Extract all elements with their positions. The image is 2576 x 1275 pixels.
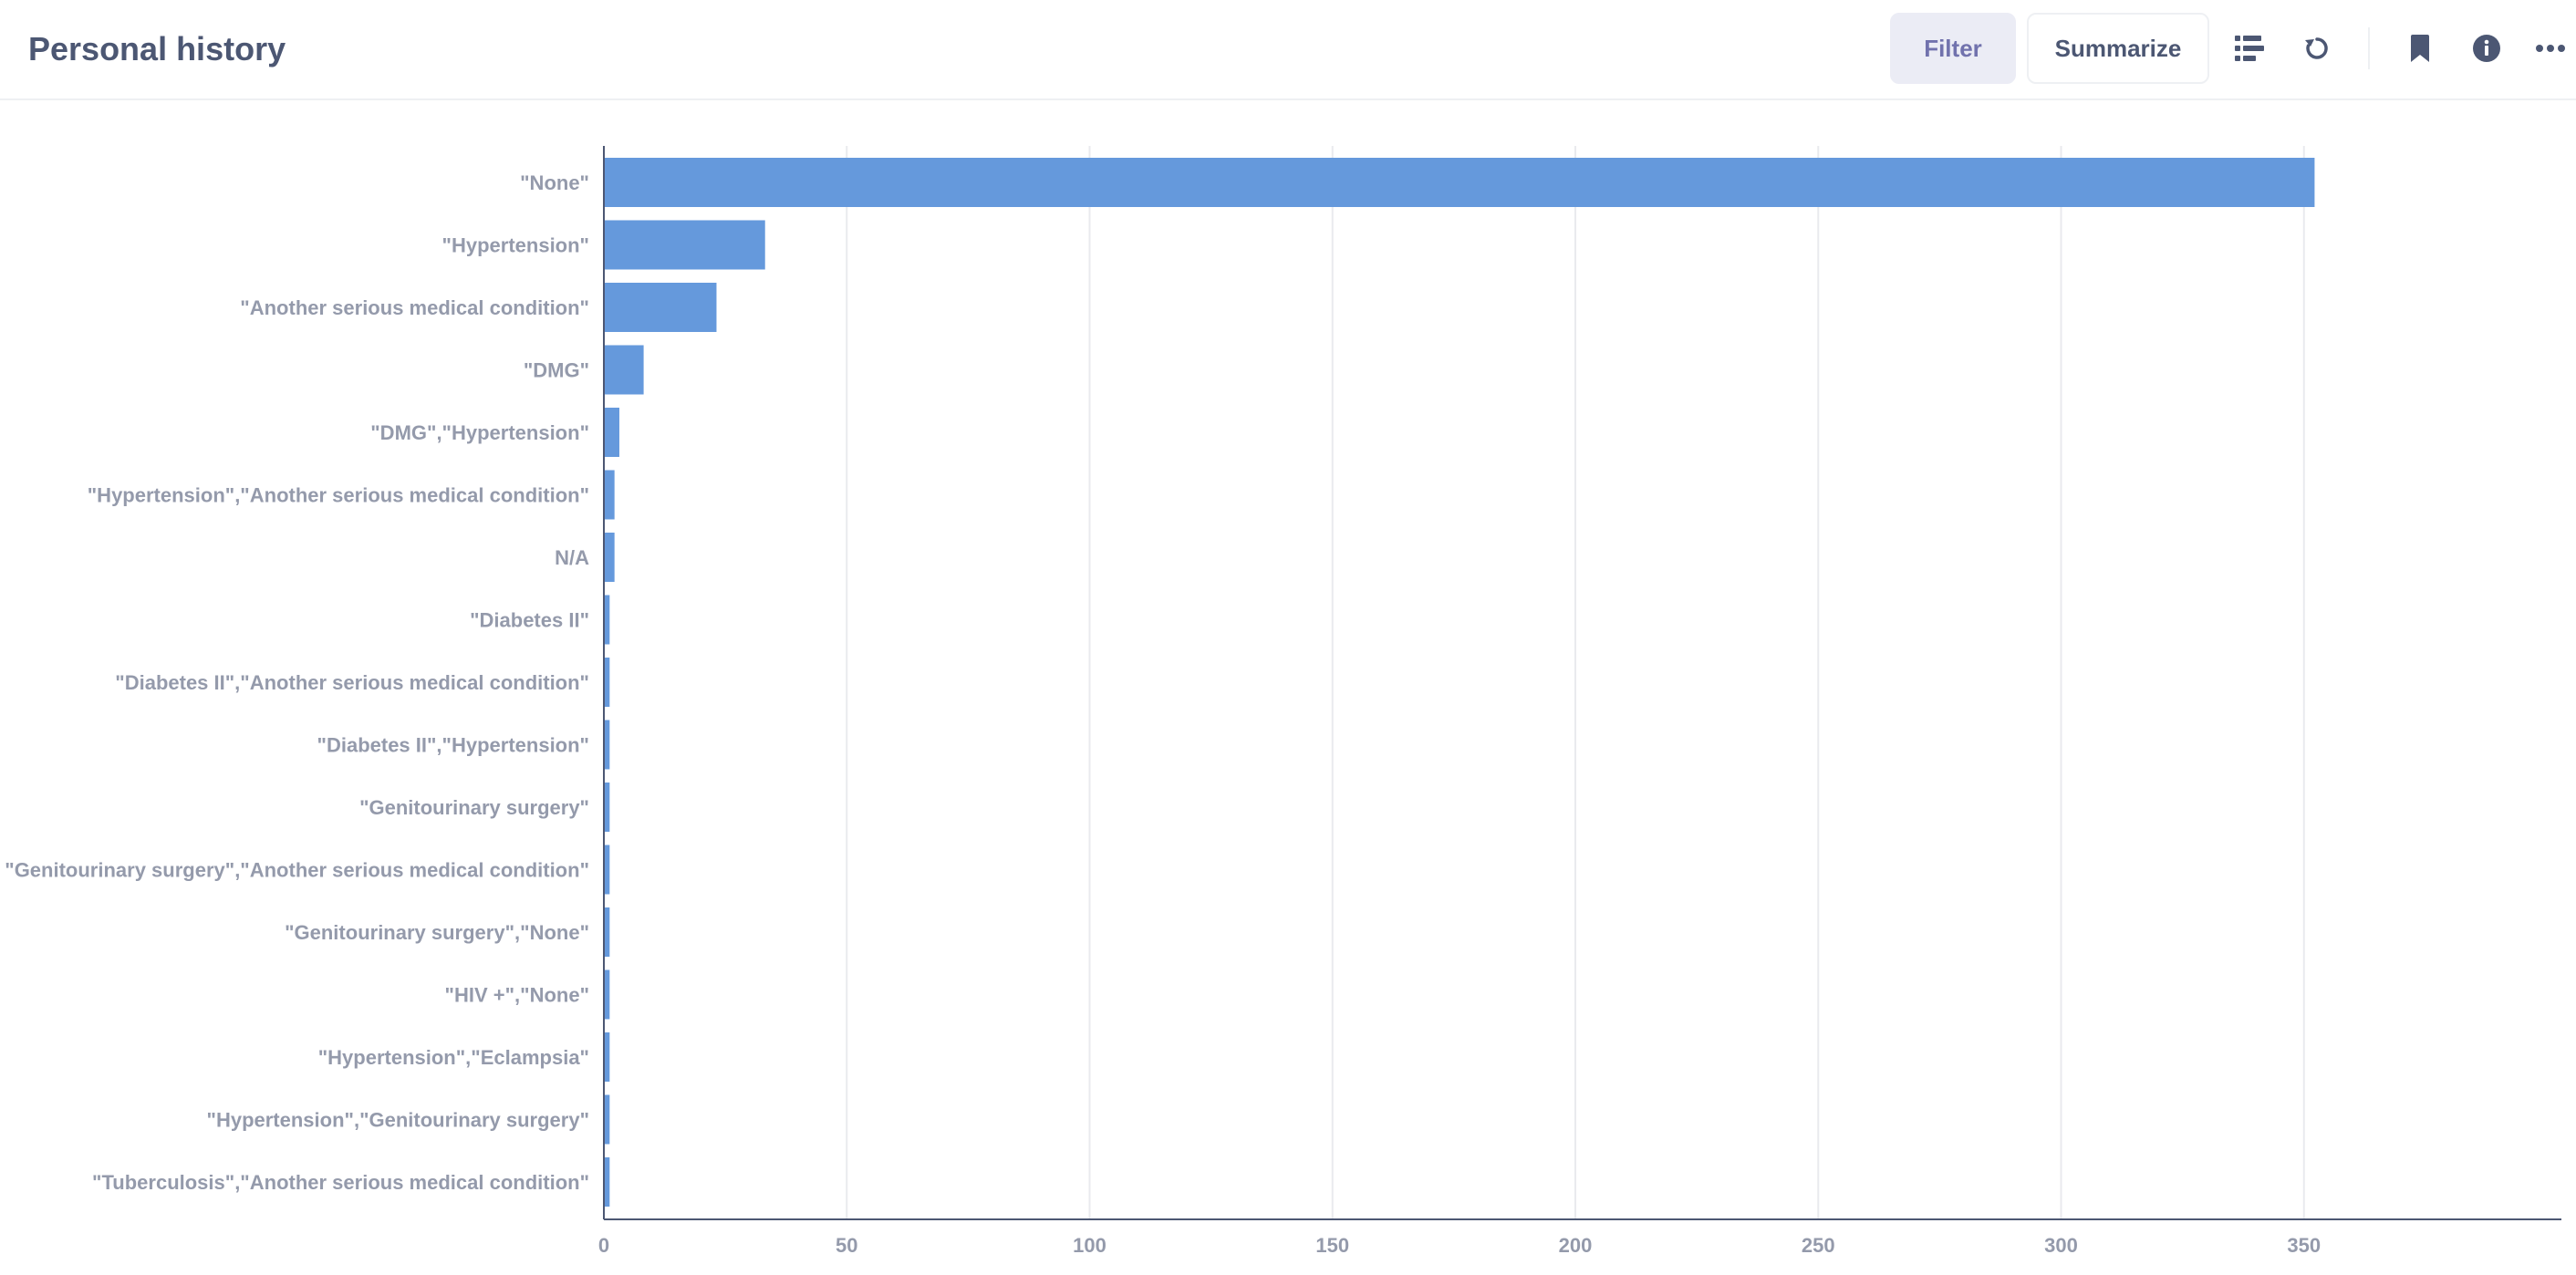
- x-tick-label: 150: [1315, 1234, 1349, 1257]
- info-icon[interactable]: [2468, 30, 2505, 67]
- bar[interactable]: [605, 345, 644, 395]
- bar[interactable]: [605, 1094, 610, 1145]
- y-tick-label: "Genitourinary surgery","None": [285, 921, 589, 944]
- x-tick-label: 50: [836, 1234, 857, 1257]
- y-tick-label: "HIV +","None": [445, 984, 589, 1007]
- x-tick-label: 0: [598, 1234, 609, 1257]
- bar[interactable]: [605, 969, 610, 1020]
- y-tick-label: "Another serious medical condition": [240, 296, 589, 319]
- bar[interactable]: [605, 470, 615, 520]
- bar-chart: "None" "Hypertension" "Another serious med…: [5, 146, 2561, 1257]
- bar[interactable]: [605, 283, 717, 332]
- y-tick-label: "Hypertension","Eclampsia": [318, 1046, 589, 1069]
- bookmark-icon[interactable]: [2402, 30, 2438, 67]
- bar[interactable]: [605, 158, 2315, 207]
- x-tick-label: 100: [1073, 1234, 1106, 1257]
- y-tick-label: "Hypertension","Another serious medical …: [88, 484, 589, 507]
- bar[interactable]: [605, 845, 610, 895]
- bar[interactable]: [605, 220, 765, 270]
- y-tick-label: "Genitourinary surgery","Another serious…: [5, 859, 589, 882]
- filter-button[interactable]: Filter: [1890, 13, 2016, 84]
- bar[interactable]: [605, 533, 615, 582]
- bar[interactable]: [605, 720, 610, 770]
- y-tick-label: "Diabetes II","Hypertension": [317, 734, 589, 757]
- bar[interactable]: [605, 1032, 610, 1082]
- x-tick-label: 200: [1559, 1234, 1593, 1257]
- y-tick-label: "None": [520, 171, 589, 194]
- header-divider: [2368, 27, 2370, 69]
- y-tick-label: "Hypertension","Genitourinary surgery": [207, 1109, 589, 1132]
- chart-area: "None" "Hypertension" "Another serious med…: [0, 102, 2576, 1275]
- y-tick-label: "Diabetes II","Another serious medical c…: [115, 671, 589, 694]
- y-tick-label: "Diabetes II": [470, 609, 589, 632]
- bar[interactable]: [605, 658, 610, 707]
- y-tick-label: "Genitourinary surgery": [359, 796, 589, 819]
- y-tick-label: "DMG": [524, 359, 589, 382]
- more-icon[interactable]: [2532, 30, 2569, 67]
- y-tick-label: "Tuberculosis","Another serious medical …: [92, 1171, 589, 1194]
- y-tick-label: "DMG","Hypertension": [370, 421, 589, 444]
- x-tick-label: 350: [2287, 1234, 2321, 1257]
- header-bar: Personal history Filter Summarize: [0, 0, 2576, 100]
- bar[interactable]: [605, 408, 619, 457]
- bar[interactable]: [605, 1157, 610, 1207]
- table-toggle-icon[interactable]: [2231, 30, 2268, 67]
- refresh-icon[interactable]: [2299, 30, 2335, 67]
- bar[interactable]: [605, 595, 610, 645]
- x-tick-label: 250: [1802, 1234, 1835, 1257]
- x-tick-label: 300: [2044, 1234, 2078, 1257]
- page-title: Personal history: [28, 30, 286, 67]
- y-tick-label: N/A: [555, 546, 589, 569]
- y-tick-label: "Hypertension": [442, 234, 589, 257]
- bar[interactable]: [605, 783, 610, 832]
- summarize-button[interactable]: Summarize: [2027, 13, 2209, 84]
- bar[interactable]: [605, 907, 610, 957]
